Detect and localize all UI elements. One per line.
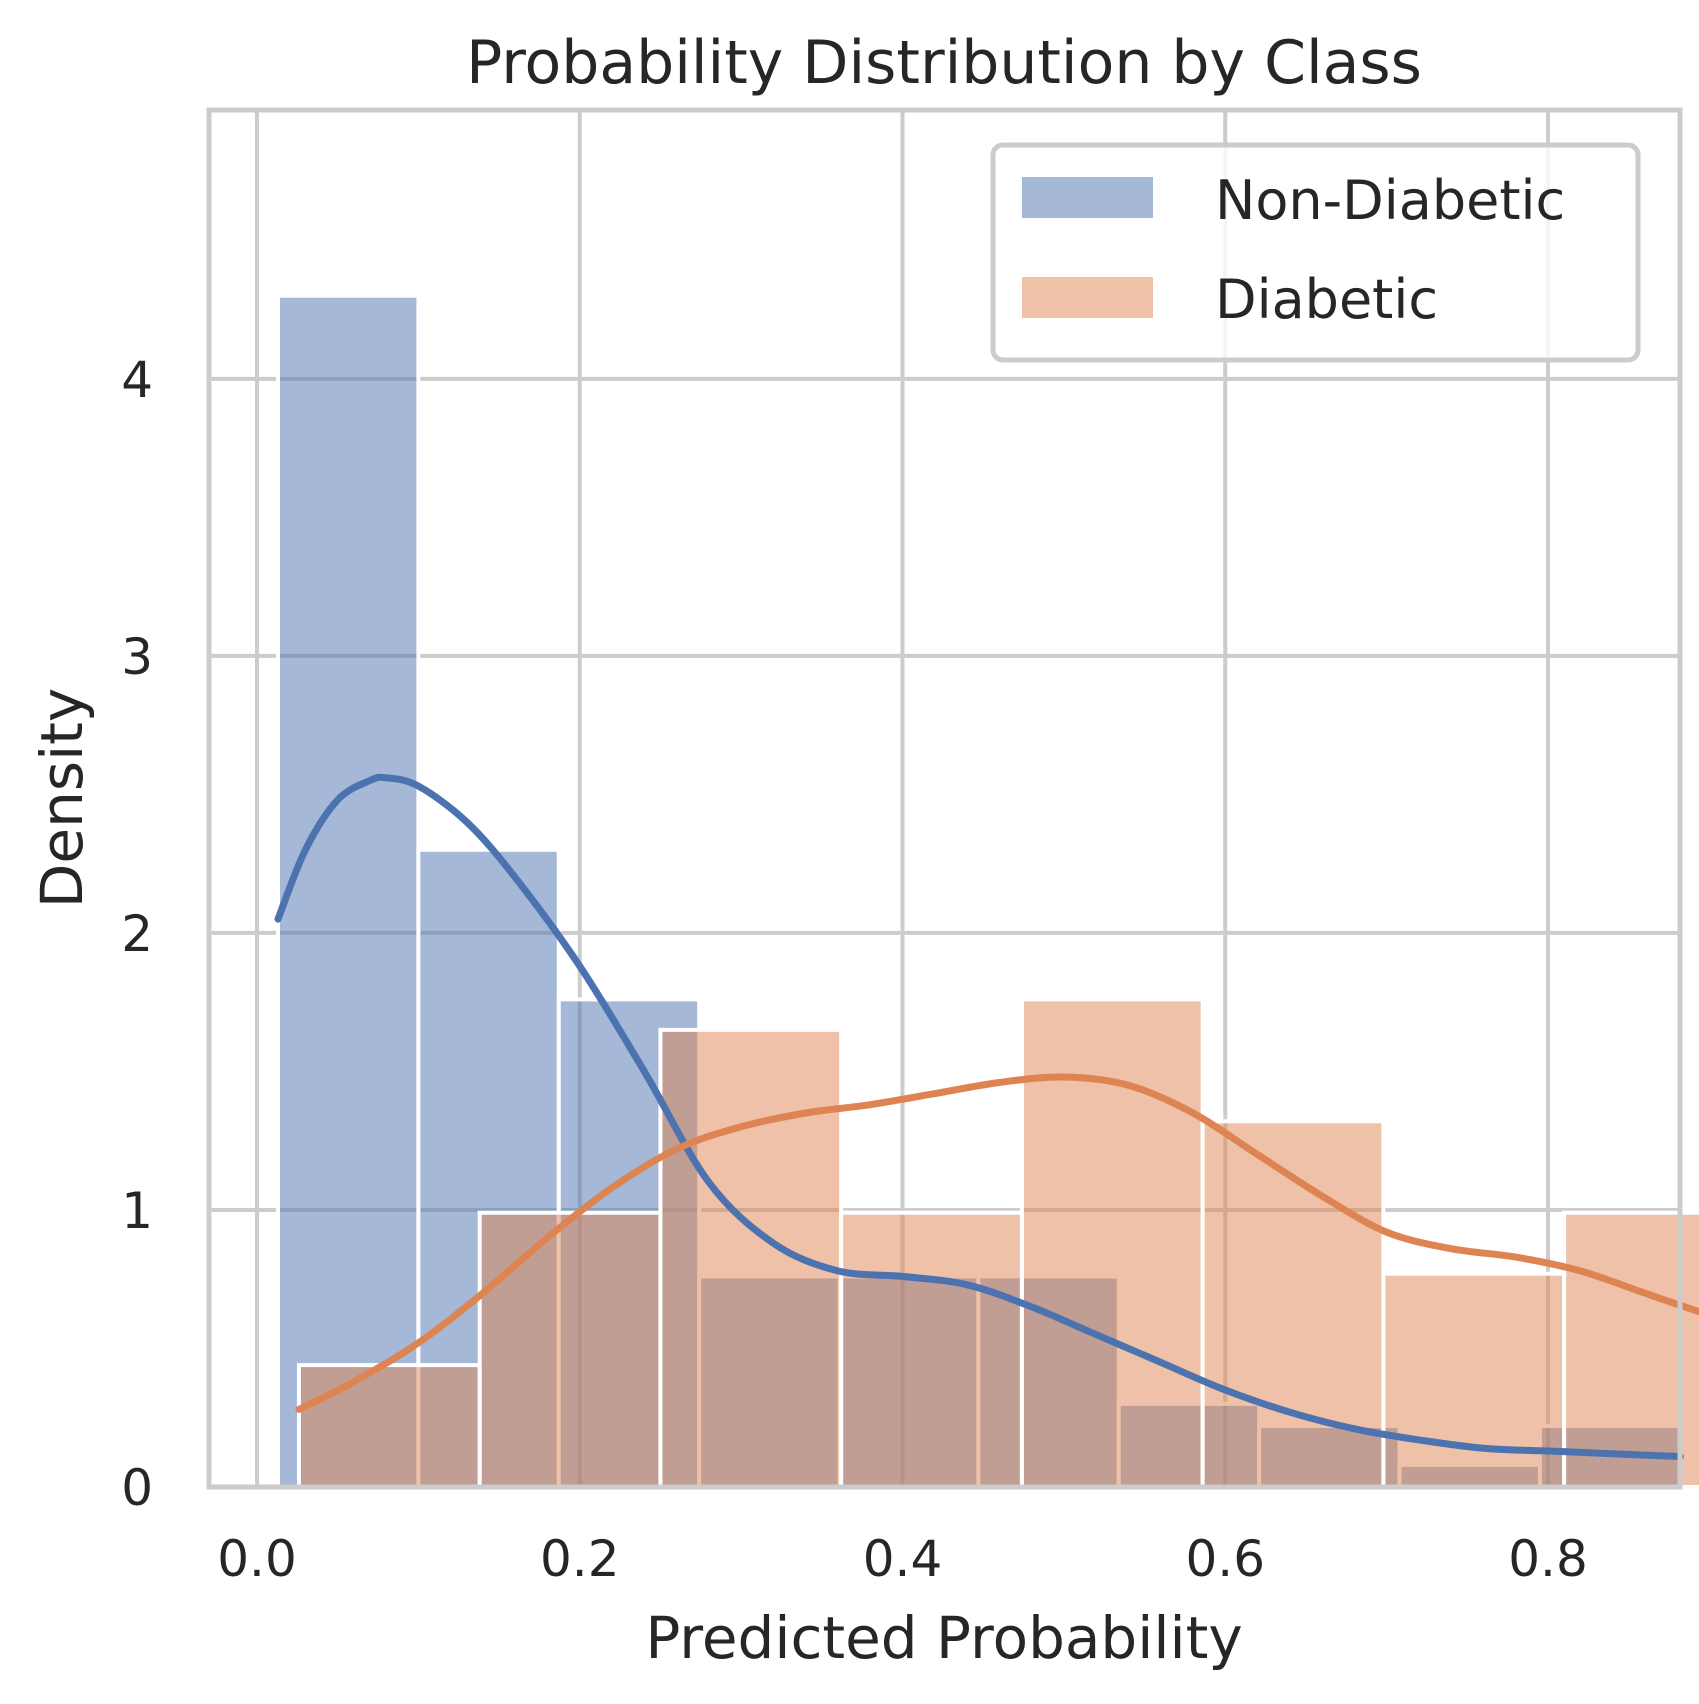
bar-diabetic — [658, 1027, 844, 1489]
x-axis-title: Predicted Probability — [645, 1604, 1242, 1672]
chart-title: Probability Distribution by Class — [466, 28, 1422, 98]
x-tick-labels: 0.0 0.2 0.4 0.6 0.8 — [217, 1530, 1588, 1588]
x-tick-label: 0.2 — [540, 1530, 620, 1588]
legend-label-non-diabetic: Non-Diabetic — [1215, 169, 1565, 232]
bar-diabetic — [1019, 997, 1205, 1490]
kde-line-non-diabetic — [274, 773, 1684, 1460]
legend-label-diabetic: Diabetic — [1215, 268, 1438, 331]
bar-non-diabetic — [275, 293, 421, 1489]
histogram-bars — [275, 293, 1699, 1490]
x-tick-label: 0.8 — [1508, 1530, 1588, 1588]
bar-diabetic — [1381, 1271, 1567, 1490]
y-tick-label: 2 — [121, 905, 153, 963]
bar-diabetic — [296, 1363, 482, 1489]
legend-swatch-non-diabetic — [1022, 177, 1153, 218]
x-tick-label: 0.0 — [217, 1530, 297, 1588]
y-axis-title: Density — [28, 688, 96, 909]
kde-line-diabetic — [295, 1073, 1699, 1413]
y-tick-label: 0 — [121, 1459, 153, 1517]
kde-curves — [274, 773, 1699, 1460]
y-tick-label: 4 — [121, 351, 153, 409]
legend-swatch-diabetic — [1022, 277, 1153, 318]
plot-frame — [206, 107, 1683, 1490]
bar-diabetic — [1562, 1210, 1699, 1489]
y-tick-label: 1 — [121, 1182, 153, 1240]
bar-diabetic — [477, 1210, 663, 1489]
y-tick-label: 3 — [121, 628, 153, 686]
x-tick-label: 0.6 — [1185, 1530, 1265, 1588]
legend-box — [990, 142, 1641, 363]
x-tick-label: 0.4 — [863, 1530, 943, 1588]
bar-diabetic — [839, 1210, 1024, 1489]
legend: Non-Diabetic Diabetic — [990, 142, 1641, 363]
y-tick-labels: 0 1 2 3 4 — [121, 351, 153, 1517]
